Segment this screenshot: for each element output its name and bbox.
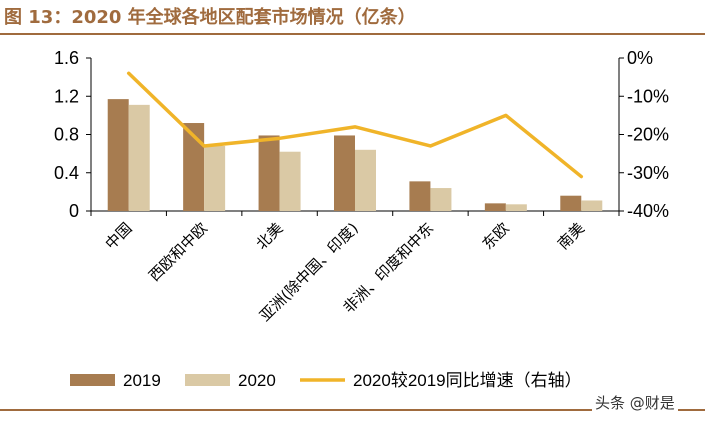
tick-labels: 0 0.4 0.8 1.2 1.6 -40% -30% -20% -10% 0% [54, 48, 669, 221]
bar-2020 [279, 151, 301, 211]
category-label: 中国 [102, 219, 136, 253]
legend-swatch-2020 [185, 374, 230, 386]
bottom-rule [0, 409, 705, 411]
bar-2019 [334, 135, 355, 211]
legend-swatch-2019 [70, 374, 115, 386]
bar-2020 [204, 145, 226, 211]
bar-2020 [505, 204, 527, 211]
bar-2019 [183, 123, 205, 211]
right-tick-label: -40% [627, 201, 669, 221]
category-label: 东欧 [479, 219, 513, 253]
right-tick-label: 0% [627, 48, 653, 68]
right-tick-label: -30% [627, 163, 669, 183]
line-series [126, 71, 584, 179]
bar-2019 [409, 181, 431, 211]
bar-2020 [430, 188, 452, 211]
bar-2020 [581, 200, 603, 211]
bar-2019 [258, 135, 280, 211]
category-label: 南美 [554, 219, 588, 253]
category-label: 西欧和中欧 [145, 219, 211, 285]
left-tick-label: 0.8 [54, 125, 79, 145]
legend-label-growth: 2020较2019同比增速（右轴） [353, 371, 582, 390]
left-tick-label: 1.2 [54, 86, 79, 106]
legend-label-2019: 2019 [123, 371, 161, 390]
category-label: 北美 [252, 219, 286, 253]
right-tick-label: -20% [627, 125, 669, 145]
right-tick-label: -10% [627, 86, 669, 106]
bar-2019 [107, 99, 129, 211]
bar-2020 [128, 104, 150, 211]
watermark: 头条 @财是 [592, 391, 678, 414]
chart-title: 图 13：2020 年全球各地区配套市场情况（亿条） [4, 7, 416, 28]
left-tick-label: 0 [69, 201, 79, 221]
left-tick-label: 0.4 [54, 163, 79, 183]
bar-2019 [560, 195, 582, 211]
bar-2019 [484, 203, 506, 211]
top-rule [0, 33, 705, 35]
bar-2020 [355, 149, 376, 211]
legend-label-2020: 2020 [238, 371, 276, 390]
legend: 2019 2020 2020较2019同比增速（右轴） [70, 371, 582, 390]
bars [107, 99, 603, 211]
left-tick-label: 1.6 [54, 48, 79, 68]
